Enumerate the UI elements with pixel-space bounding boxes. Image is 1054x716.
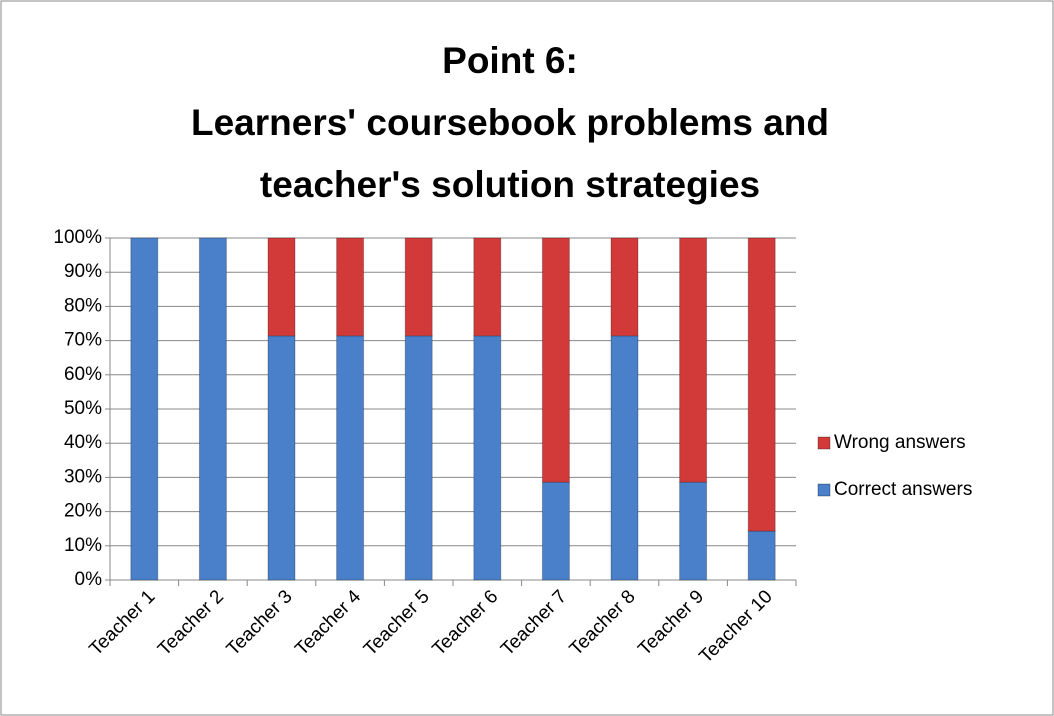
- bar-segment: [336, 335, 365, 581]
- bar-segment: [267, 335, 296, 581]
- bar-segment: [679, 481, 708, 581]
- bar-segment: [610, 237, 639, 337]
- chart-title: Learners' coursebook problems and: [191, 102, 829, 143]
- legend-swatch: [817, 436, 831, 450]
- bar-segment: [473, 335, 502, 581]
- legend-label: Correct answers: [834, 479, 972, 500]
- y-tick-label: 60%: [64, 364, 102, 385]
- y-tick-label: 50%: [64, 398, 102, 419]
- bar-segment: [198, 237, 227, 581]
- bar-segment: [610, 335, 639, 581]
- y-tick-label: 80%: [64, 295, 102, 316]
- legend-swatch: [817, 483, 831, 497]
- bar-segment: [404, 237, 433, 337]
- legend-label: Wrong answers: [834, 432, 966, 453]
- bar-segment: [541, 481, 570, 581]
- chart-title: teacher's solution strategies: [260, 164, 760, 205]
- bar-segment: [130, 237, 159, 581]
- y-tick-label: 70%: [64, 330, 102, 351]
- y-tick-label: 90%: [64, 261, 102, 282]
- bar-segment: [404, 335, 433, 581]
- bar-segment: [541, 237, 570, 483]
- y-tick-label: 10%: [64, 535, 102, 556]
- bar-segment: [267, 237, 296, 337]
- bar-segment: [473, 237, 502, 337]
- bar-segment: [336, 237, 365, 337]
- y-tick-label: 20%: [64, 501, 102, 522]
- bar-segment: [679, 237, 708, 483]
- y-tick-label: 40%: [64, 432, 102, 453]
- y-tick-label: 0%: [75, 569, 103, 590]
- y-tick-label: 100%: [53, 227, 102, 248]
- bar-segment: [747, 237, 776, 532]
- y-tick-label: 30%: [64, 466, 102, 487]
- bar-segment: [747, 530, 776, 581]
- chart-title: Point 6:: [442, 40, 578, 81]
